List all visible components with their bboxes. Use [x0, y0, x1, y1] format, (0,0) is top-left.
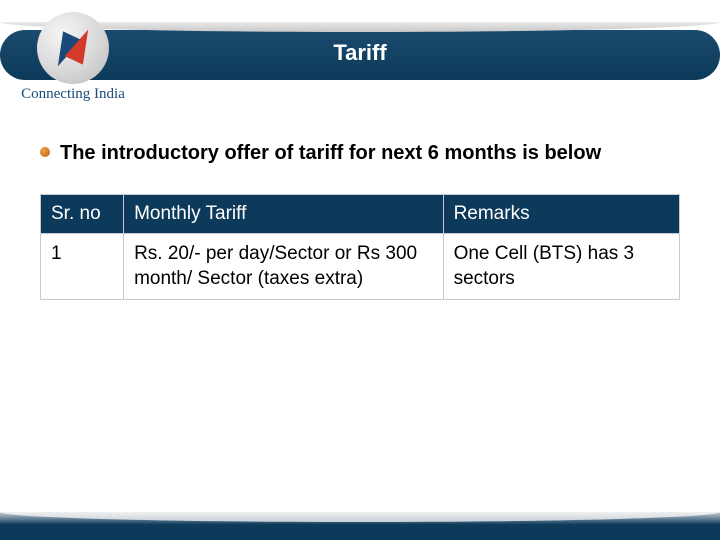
logo-tagline: Connecting India: [18, 86, 128, 103]
footer-band: [0, 512, 720, 540]
bullet-item: The introductory offer of tariff for nex…: [40, 140, 680, 166]
col-header-sr: Sr. no: [41, 195, 124, 234]
cell-sr: 1: [41, 234, 124, 300]
bullet-icon: [40, 147, 50, 157]
bullet-text: The introductory offer of tariff for nex…: [60, 140, 601, 166]
content-area: The introductory offer of tariff for nex…: [40, 140, 680, 300]
logo-circle: [37, 12, 109, 84]
brand-logo: Connecting India: [18, 12, 128, 122]
col-header-tariff: Monthly Tariff: [124, 195, 444, 234]
col-header-remarks: Remarks: [443, 195, 679, 234]
cell-remarks: One Cell (BTS) has 3 sectors: [443, 234, 679, 300]
table-row: 1 Rs. 20/- per day/Sector or Rs 300 mont…: [41, 234, 680, 300]
cell-tariff: Rs. 20/- per day/Sector or Rs 300 month/…: [124, 234, 444, 300]
arrow-up-icon: [65, 25, 97, 64]
table-header-row: Sr. no Monthly Tariff Remarks: [41, 195, 680, 234]
tariff-table: Sr. no Monthly Tariff Remarks 1 Rs. 20/-…: [40, 194, 680, 300]
